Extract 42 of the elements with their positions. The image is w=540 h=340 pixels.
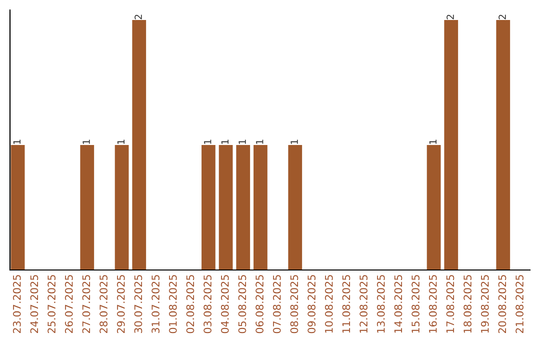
x-tick-label: 20.08.2025 — [498, 275, 506, 334]
x-tick-label: 17.08.2025 — [446, 275, 454, 333]
x-tick-label: 10.08.2025 — [324, 275, 333, 333]
data-label: 2 — [498, 14, 506, 20]
x-tick-label: 23.07.2025 — [12, 275, 21, 334]
x-tick-label: 01.08.2025 — [168, 275, 177, 334]
x-tick-label: 13.08.2025 — [376, 275, 385, 333]
x-tick-label: 02.08.2025 — [186, 275, 194, 334]
x-tick-label: 28.07.2025 — [100, 275, 108, 334]
x-tick-label: 07.08.2025 — [272, 275, 281, 334]
x-tick-label: 29.07.2025 — [116, 275, 125, 334]
data-label: 1 — [117, 140, 124, 144]
data-label: 1 — [221, 140, 228, 144]
x-tick-label: 08.08.2025 — [290, 275, 298, 334]
x-tick-label: 03.08.2025 — [204, 275, 212, 334]
x-tick-label: 06.08.2025 — [256, 275, 264, 334]
data-label: 1 — [256, 140, 264, 144]
x-tick-label: 26.07.2025 — [64, 275, 73, 334]
data-label: 1 — [204, 140, 212, 144]
x-tick-label: 19.08.2025 — [480, 275, 489, 333]
data-label: 2 — [446, 14, 454, 20]
x-tick-label: 30.07.2025 — [134, 275, 142, 334]
data-label: 1 — [13, 140, 20, 144]
x-tick-label: 09.08.2025 — [308, 275, 316, 334]
data-label: 1 — [82, 140, 90, 144]
data-label: 1 — [429, 140, 436, 144]
x-tick-label: 11.08.2025 — [342, 275, 350, 333]
x-tick-label: 31.07.2025 — [152, 275, 160, 334]
x-tick-label: 04.08.2025 — [220, 275, 229, 334]
x-tick-label: 24.07.2025 — [30, 275, 38, 334]
x-tick-label: 27.07.2025 — [82, 275, 90, 334]
x-tick-label: 15.08.2025 — [412, 275, 420, 333]
data-label: 2 — [134, 14, 142, 20]
x-tick-label: 18.08.2025 — [464, 275, 472, 333]
x-tick-label: 05.08.2025 — [238, 275, 246, 334]
x-tick-label: 16.08.2025 — [428, 275, 437, 333]
x-tick-label: 21.08.2025 — [516, 275, 524, 334]
x-tick-label: 14.08.2025 — [394, 275, 402, 333]
x-tick-label: 25.07.2025 — [48, 275, 56, 334]
data-label: 1 — [290, 140, 298, 144]
data-label: 1 — [238, 140, 246, 144]
x-tick-label: 12.08.2025 — [360, 275, 368, 333]
